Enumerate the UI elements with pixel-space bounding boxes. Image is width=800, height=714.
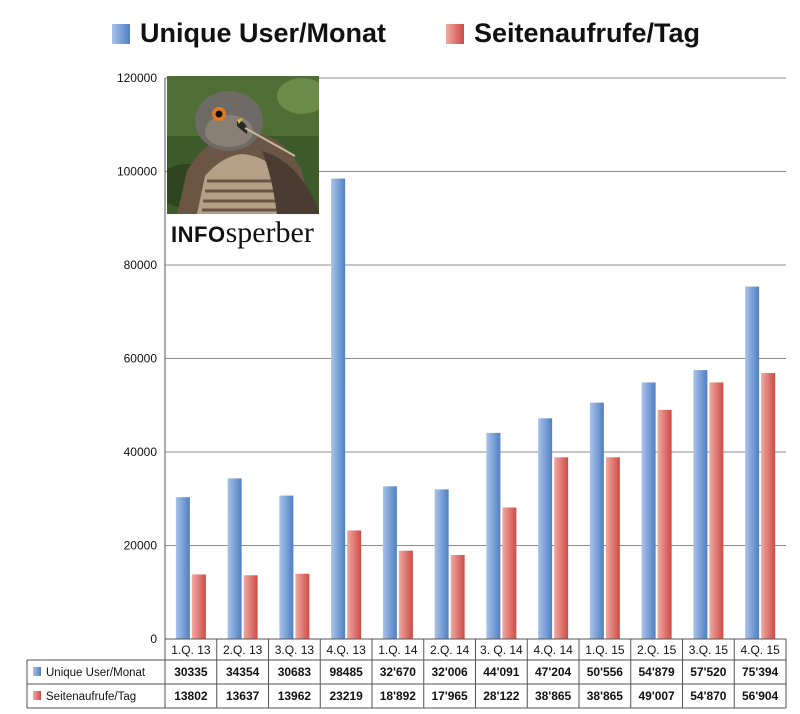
bar-seitenaufrufe: [605, 457, 620, 639]
category-label: 3. Q. 14: [480, 643, 523, 657]
table-cell: 30335: [174, 665, 208, 679]
category-label: 2.Q. 14: [430, 643, 470, 657]
table-cell: 23219: [329, 689, 363, 703]
bar-seitenaufrufe: [295, 573, 310, 639]
bar-unique-user: [434, 489, 449, 639]
table-cell: 54'879: [639, 665, 676, 679]
legend-label: Unique User/Monat: [140, 18, 387, 48]
y-tick-label: 60000: [124, 352, 158, 366]
table-cell: 50'556: [587, 665, 624, 679]
legend-swatch-blue: [112, 23, 130, 44]
bar-seitenaufrufe: [191, 574, 206, 639]
table-cell: 13637: [226, 689, 260, 703]
category-label: 1.Q. 13: [171, 643, 211, 657]
table-cell: 98485: [329, 665, 363, 679]
table-cell: 38'865: [535, 689, 572, 703]
row-header: Seitenaufrufe/Tag: [46, 691, 136, 703]
y-tick-label: 100000: [117, 165, 157, 179]
bar-unique-user: [486, 432, 501, 639]
category-label: 2.Q. 13: [223, 643, 263, 657]
bar-seitenaufrufe: [709, 382, 724, 639]
legend-item-seitenaufrufe: Seitenaufrufe/Tag: [446, 18, 700, 49]
table-cell: 17'965: [432, 689, 469, 703]
bar-unique-user: [331, 178, 346, 639]
y-tick-label: 80000: [124, 258, 158, 272]
row-header: Unique User/Monat: [46, 667, 146, 679]
bar-unique-user: [641, 382, 656, 639]
category-label: 4.Q. 15: [740, 643, 780, 657]
bar-unique-user: [693, 370, 708, 639]
category-label: 3.Q. 13: [275, 643, 315, 657]
table-cell: 75'394: [742, 665, 779, 679]
table-cell: 18'892: [380, 689, 417, 703]
bar-unique-user: [175, 497, 190, 639]
data-table: 1.Q. 13 2.Q. 13 3.Q. 13 4.Q. 13 1.Q. 14 2.Q. …: [26, 638, 787, 709]
bar-unique-user: [227, 478, 242, 639]
row-swatch-blue: [33, 667, 41, 676]
category-label: 3.Q. 15: [689, 643, 729, 657]
table-cell: 57'520: [690, 665, 727, 679]
table-cell: 13962: [278, 689, 312, 703]
table-cell: 34354: [226, 665, 260, 679]
bar-seitenaufrufe: [502, 507, 517, 639]
table-cell: 13802: [174, 689, 208, 703]
bar-seitenaufrufe: [243, 575, 258, 639]
bar-unique-user: [589, 402, 604, 639]
table-cell: 44'091: [483, 665, 520, 679]
infosperber-logo: INFOsperber: [167, 76, 319, 250]
table-cell: 28'122: [483, 689, 520, 703]
legend-label: Seitenaufrufe/Tag: [474, 18, 701, 48]
table-cell: 32'670: [380, 665, 417, 679]
bar-unique-user: [538, 418, 553, 639]
bar-seitenaufrufe: [657, 409, 672, 639]
table-cell: 32'006: [432, 665, 469, 679]
bar-seitenaufrufe: [761, 372, 776, 639]
category-label: 1.Q. 14: [378, 643, 418, 657]
legend-swatch-red: [446, 23, 464, 44]
bars: [175, 178, 776, 639]
category-label: 1.Q. 15: [585, 643, 625, 657]
bar-unique-user: [382, 486, 397, 639]
table-cell: 47'204: [535, 665, 572, 679]
legend-item-unique-user: Unique User/Monat: [112, 18, 386, 49]
y-tick-label: 40000: [124, 445, 158, 459]
y-tick-label: 20000: [124, 539, 158, 553]
bar-seitenaufrufe: [398, 550, 413, 639]
y-axis-ticks: 0 20000 40000 60000 80000 100000 120000: [117, 71, 157, 646]
bar-seitenaufrufe: [554, 457, 569, 639]
table-cell: 49'007: [639, 689, 676, 703]
legend: Unique User/Monat Seitenaufrufe/Tag: [0, 18, 800, 62]
table-cell: 30683: [278, 665, 312, 679]
logo-wordmark: INFOsperber: [171, 216, 314, 249]
sparrowhawk-photo-icon: [167, 76, 319, 214]
category-label: 4.Q. 13: [326, 643, 366, 657]
bar-unique-user: [745, 286, 760, 639]
row-swatch-red: [33, 691, 41, 700]
table-cell: 54'870: [690, 689, 727, 703]
y-tick-label: 120000: [117, 71, 157, 85]
table-cell: 56'904: [742, 689, 779, 703]
category-label: 2.Q. 15: [637, 643, 677, 657]
category-label: 4.Q. 14: [533, 643, 573, 657]
bar-unique-user: [279, 495, 294, 639]
bar-seitenaufrufe: [347, 530, 362, 639]
table-cell: 38'865: [587, 689, 624, 703]
y-tick-label: 0: [150, 632, 157, 646]
bar-seitenaufrufe: [450, 555, 465, 639]
